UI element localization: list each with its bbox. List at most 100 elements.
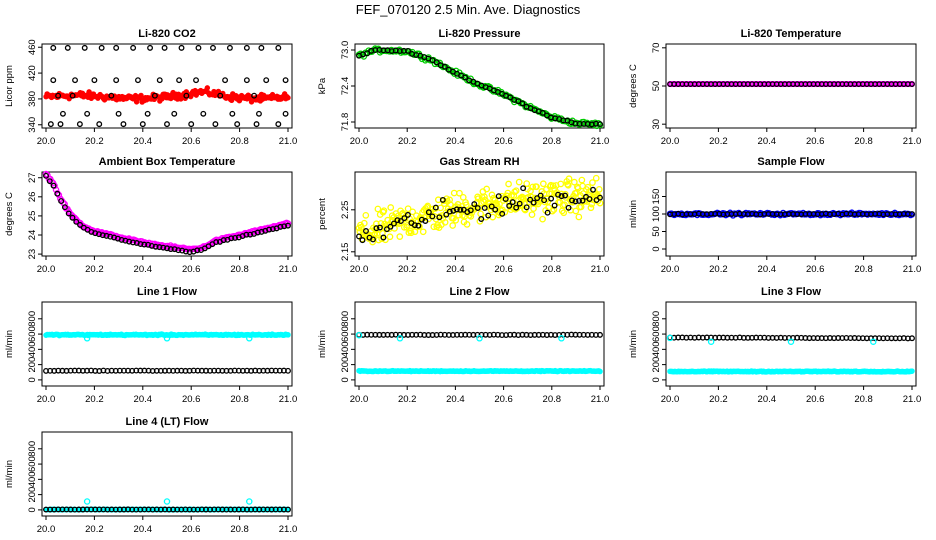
gas-stream-rh-point bbox=[394, 217, 401, 224]
line1-flow-series-avg-low bbox=[43, 367, 291, 374]
gas-stream-rh-point bbox=[505, 180, 512, 188]
li820-co2-point bbox=[47, 121, 54, 128]
line1-flow-panel: Line 1 Flow 20.0 20.2 20.4 20.6 20.8 21.0 0 2004… bbox=[4, 286, 297, 405]
line3-flow-ytick-label: 400 bbox=[651, 341, 662, 357]
line3-flow-point bbox=[909, 335, 915, 342]
li820-pressure-title: Li-820 Pressure bbox=[439, 28, 521, 40]
gas-stream-rh-point bbox=[363, 228, 369, 234]
gas-stream-rh-point bbox=[432, 204, 439, 211]
gas-stream-rh-point bbox=[570, 178, 578, 186]
gas-stream-rh-point bbox=[481, 205, 488, 211]
ambient-box-temperature-point bbox=[43, 172, 49, 179]
li820-co2-point bbox=[50, 44, 57, 51]
gas-stream-rh-point bbox=[483, 185, 491, 193]
line4-flow-xtick-label: 20.8 bbox=[230, 524, 249, 535]
sample-flow-panel: Sample Flow 20.0 20.2 20.4 20.6 20.8 21.0 0 50 10… bbox=[628, 156, 921, 275]
line2-flow-title: Line 2 Flow bbox=[450, 286, 510, 298]
li820-co2-point bbox=[139, 121, 146, 128]
gas-stream-rh-xtick-label: 20.4 bbox=[446, 264, 465, 275]
gas-stream-rh-point bbox=[565, 204, 572, 211]
sample-flow-ytick-label: 100 bbox=[651, 206, 662, 222]
gas-stream-rh-point bbox=[404, 211, 411, 218]
gas-stream-rh-point bbox=[512, 187, 520, 195]
li820-co2-point bbox=[130, 44, 137, 51]
gas-stream-rh-point bbox=[457, 206, 464, 213]
gas-stream-rh-point bbox=[477, 210, 484, 218]
line1-flow-xtick-label: 20.8 bbox=[230, 394, 249, 405]
gas-stream-rh-point bbox=[359, 237, 366, 244]
li820-pressure-ytick-label: 72.4 bbox=[340, 77, 351, 96]
li820-temperature-panel: Li-820 Temperature 20.0 20.2 20.4 20.6 20.8 21… bbox=[628, 28, 921, 147]
gas-stream-rh-point bbox=[441, 218, 449, 226]
ambient-box-temperature-point bbox=[250, 228, 257, 236]
gas-stream-rh-point bbox=[377, 220, 385, 227]
line2-flow-ylabel: ml/min bbox=[317, 330, 328, 358]
gas-stream-rh-point bbox=[405, 229, 413, 236]
gas-stream-rh-point bbox=[572, 207, 580, 215]
gas-stream-rh-point bbox=[595, 186, 603, 193]
line1-flow-series-dips bbox=[83, 335, 253, 342]
sample-flow-ylabel: ml/min bbox=[628, 200, 639, 228]
li820-co2-point bbox=[57, 121, 64, 128]
line3-flow-point bbox=[870, 338, 877, 345]
li820-co2-point bbox=[81, 44, 88, 51]
gas-stream-rh-point bbox=[478, 216, 485, 222]
li820-co2-point bbox=[212, 121, 219, 128]
line1-flow-xtick-label: 20.2 bbox=[85, 394, 104, 405]
gas-stream-rh-point bbox=[572, 198, 579, 205]
gas-stream-rh-point bbox=[569, 197, 576, 204]
line3-flow-ytick-label: 600 bbox=[651, 326, 662, 342]
gas-stream-rh-point bbox=[485, 212, 492, 219]
li820-co2-point bbox=[210, 44, 216, 51]
line3-flow-series-dips bbox=[666, 334, 877, 345]
line1-flow-xtick-label: 20.4 bbox=[134, 394, 153, 405]
li820-pressure-point bbox=[519, 100, 526, 107]
li820-co2-point bbox=[64, 44, 71, 51]
ambient-box-temperature-ytick-label: 27 bbox=[27, 172, 38, 183]
li820-co2-point bbox=[156, 77, 163, 84]
li820-co2-point bbox=[285, 95, 291, 101]
gas-stream-rh-point bbox=[390, 220, 397, 227]
li820-co2-point bbox=[193, 77, 199, 84]
gas-stream-rh-point bbox=[513, 204, 520, 211]
li820-pressure-point bbox=[597, 121, 603, 128]
ambient-box-temperature-ylabel: degrees C bbox=[4, 192, 15, 236]
gas-stream-rh-point bbox=[502, 196, 509, 202]
gas-stream-rh-point bbox=[539, 180, 547, 188]
ambient-box-temperature-ytick-label: 25 bbox=[27, 211, 38, 222]
ambient-box-temperature-ytick-label: 23 bbox=[27, 249, 38, 260]
line3-flow-point bbox=[909, 368, 915, 374]
line2-flow-series-raw-low bbox=[356, 367, 603, 375]
line3-flow-xtick-label: 20.6 bbox=[806, 394, 825, 405]
gas-stream-rh-point bbox=[488, 203, 495, 210]
li820-temperature-title: Li-820 Temperature bbox=[741, 28, 842, 40]
ambient-box-temperature-point bbox=[152, 243, 159, 250]
ambient-box-temperature-xtick-label: 20.2 bbox=[85, 264, 104, 275]
line2-flow-xtick-label: 20.8 bbox=[543, 394, 562, 405]
gas-stream-rh-point bbox=[467, 207, 474, 214]
gas-stream-rh-point bbox=[456, 189, 463, 197]
li820-pressure-xtick-label: 20.6 bbox=[494, 136, 513, 147]
sample-flow-ytick-label: 50 bbox=[651, 226, 662, 237]
line1-flow-point bbox=[163, 335, 171, 342]
line2-flow-ytick-label: 0 bbox=[340, 377, 351, 382]
chart-panels: Li-820 CO2 20.0 20.2 20.4 20.6 20.8 21.0 340 380… bbox=[4, 28, 921, 535]
line4-flow-point bbox=[163, 498, 171, 505]
li820-co2-xtick-label: 20.8 bbox=[230, 136, 249, 147]
ambient-box-temperature-xtick-label: 20.4 bbox=[134, 264, 153, 275]
gas-stream-rh-point bbox=[541, 197, 548, 204]
li820-co2-ylabel: Licor ppm bbox=[4, 65, 15, 107]
gas-stream-rh-point bbox=[356, 233, 362, 240]
ambient-box-temperature-point bbox=[243, 231, 250, 238]
gas-stream-rh-point bbox=[449, 222, 457, 229]
li820-co2-point bbox=[275, 121, 282, 128]
li820-co2-point bbox=[147, 44, 154, 51]
line4-flow-ytick-label: 400 bbox=[27, 471, 38, 487]
line4-flow-xtick-label: 20.6 bbox=[182, 524, 201, 535]
gas-stream-rh-point bbox=[415, 222, 422, 229]
li820-co2-point bbox=[176, 77, 183, 84]
line2-flow-point bbox=[396, 335, 404, 342]
gas-stream-rh-xtick-label: 20.0 bbox=[350, 264, 369, 275]
ambient-box-temperature-frame bbox=[41, 171, 293, 257]
li820-pressure-ytick-label: 73.0 bbox=[340, 41, 351, 60]
